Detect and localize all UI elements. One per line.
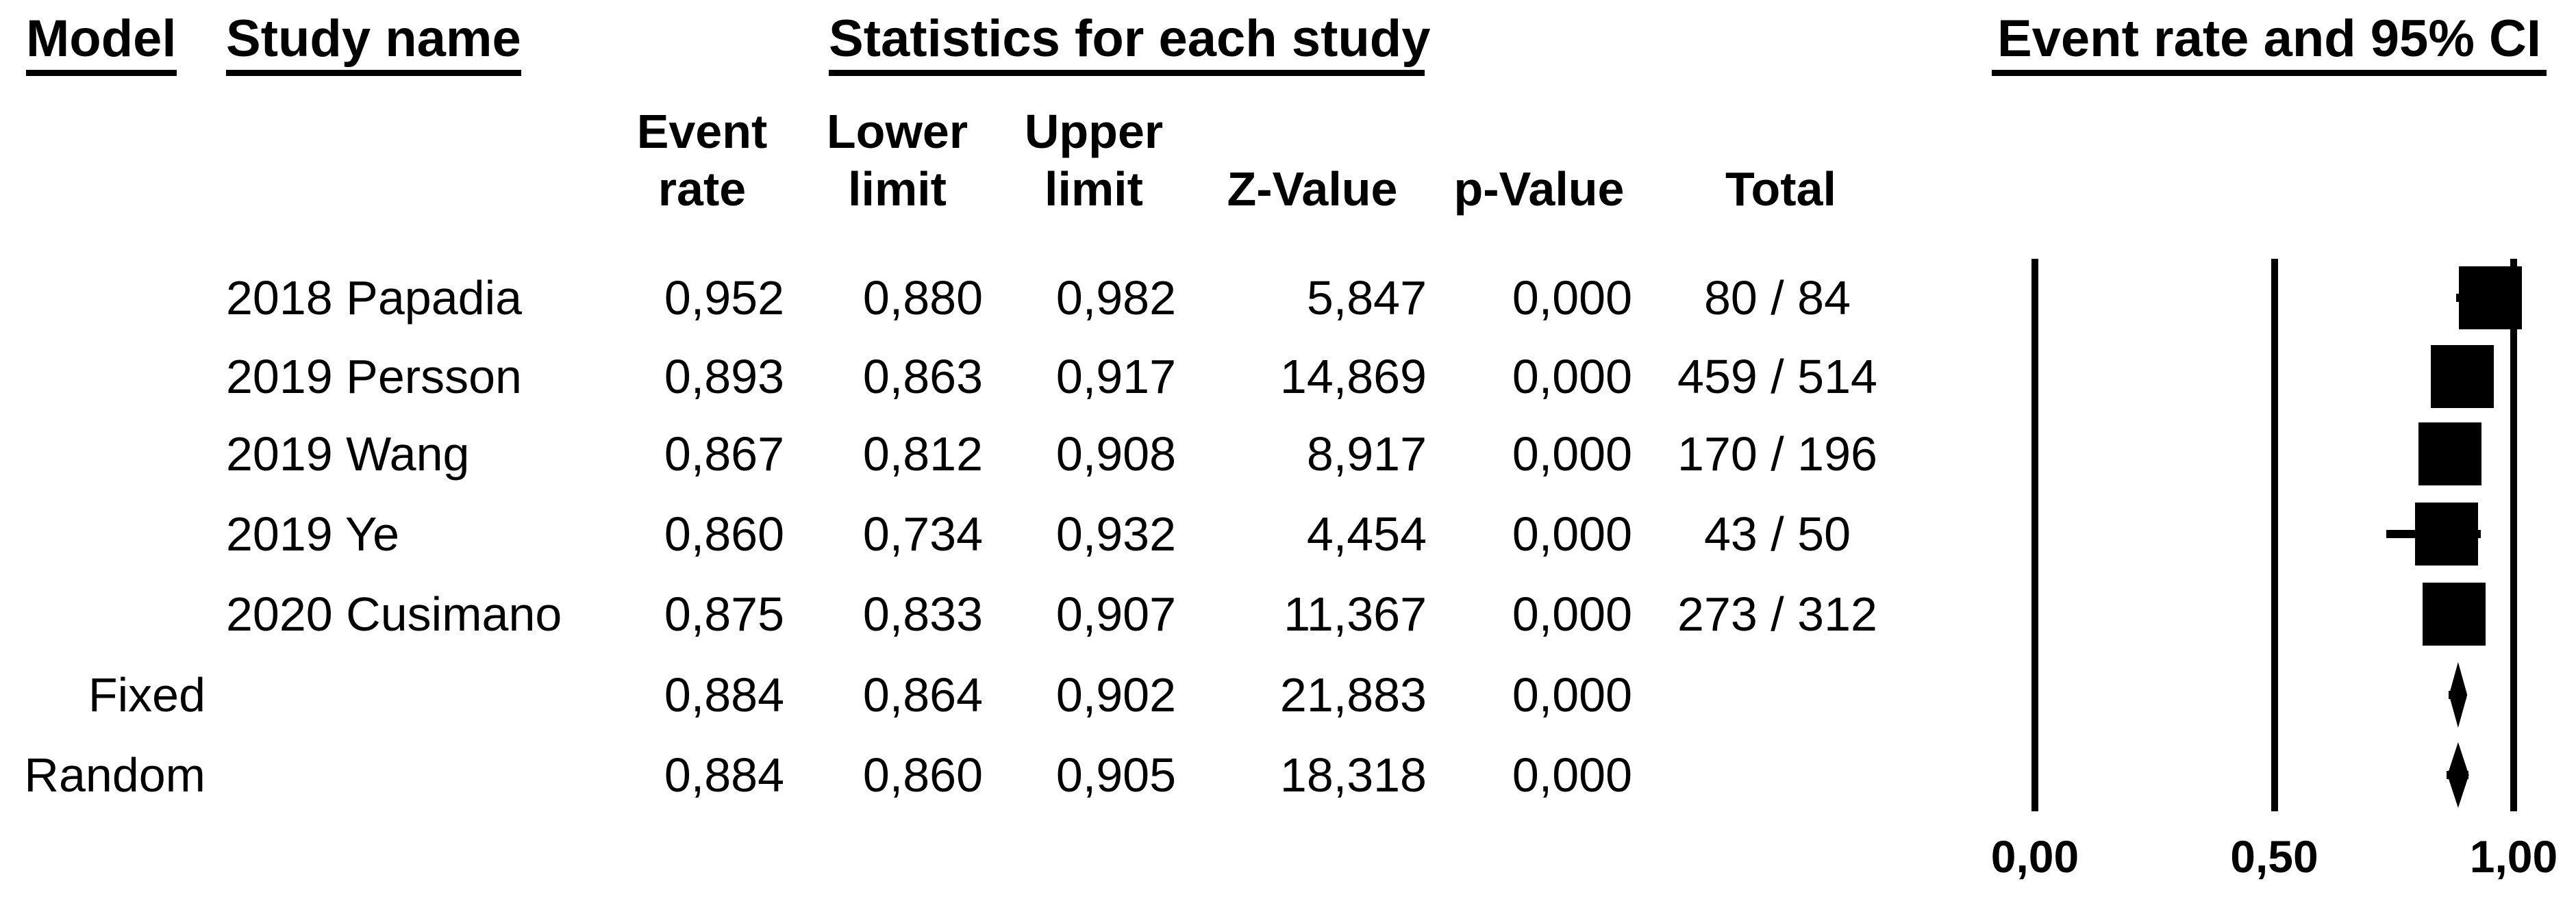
- lower-limit-cell: 0,863: [862, 350, 983, 403]
- upper-limit-cell: 0,907: [1055, 587, 1176, 641]
- lower-limit-cell: 0,734: [862, 507, 983, 561]
- total-cell: 170 / 196: [1677, 427, 1877, 481]
- column-header-upper-limit-line2: limit: [1045, 162, 1143, 216]
- upper-limit-cell: 0,902: [1055, 668, 1176, 722]
- z-value-cell: 8,917: [1306, 427, 1427, 481]
- total-cell: 459 / 514: [1677, 350, 1877, 403]
- effect-size-square: [2459, 266, 2523, 329]
- table-row: Fixed 0,884 0,864 0,902 21,883 0,000: [0, 661, 1918, 729]
- upper-limit-cell: 0,917: [1055, 350, 1176, 403]
- study-name-cell: 2019 Ye: [226, 507, 400, 561]
- model-column-title: Model: [26, 10, 177, 76]
- total-cell: 273 / 312: [1677, 587, 1877, 641]
- table-row: 2019 Wang 0,867 0,812 0,908 8,917 0,000 …: [0, 420, 1918, 488]
- lower-limit-cell: 0,864: [862, 668, 983, 722]
- table-row: 2019 Persson 0,893 0,863 0,917 14,869 0,…: [0, 342, 1918, 411]
- column-header-event-rate-line1: Event: [636, 105, 768, 158]
- p-value-cell: 0,000: [1512, 350, 1632, 403]
- model-cell: Fixed: [88, 668, 205, 722]
- axis-tick-label: 1,00: [2469, 831, 2558, 882]
- z-value-cell: 11,367: [1284, 587, 1427, 641]
- column-header-upper-limit-line1: Upper: [1024, 105, 1164, 158]
- upper-limit-cell: 0,932: [1055, 507, 1176, 561]
- lower-limit-cell: 0,812: [862, 427, 983, 481]
- axis-tick-label: 0,00: [1990, 831, 2079, 882]
- total-cell: 43 / 50: [1703, 507, 1851, 561]
- z-value-cell: 14,869: [1279, 350, 1427, 403]
- event-rate-cell: 0,875: [664, 587, 784, 641]
- axis-tick-label: 0,50: [2230, 831, 2318, 882]
- lower-limit-cell: 0,833: [862, 587, 983, 641]
- z-value-cell: 4,454: [1306, 507, 1427, 561]
- axis-reference-line: [2510, 259, 2517, 811]
- column-header-event-rate: Event rate: [599, 103, 805, 218]
- column-header-lower-limit-line1: Lower: [826, 105, 968, 158]
- column-header-z-value: Z-Value: [1227, 162, 1398, 216]
- table-row: 2018 Papadia 0,952 0,880 0,982 5,847 0,0…: [0, 264, 1918, 332]
- study-name-cell: 2019 Persson: [226, 350, 522, 403]
- axis-reference-line: [2271, 259, 2278, 811]
- p-value-cell: 0,000: [1512, 668, 1632, 722]
- p-value-cell: 0,000: [1512, 748, 1632, 802]
- p-value-cell: 0,000: [1512, 507, 1632, 561]
- z-value-cell: 21,883: [1279, 668, 1427, 722]
- event-rate-ci-section-title: Event rate and 95% CI: [1992, 10, 2547, 76]
- upper-limit-cell: 0,908: [1055, 427, 1176, 481]
- study-name-cell: 2020 Cusimano: [226, 587, 562, 641]
- axis-reference-line: [2031, 259, 2038, 811]
- event-rate-cell: 0,860: [664, 507, 784, 561]
- event-rate-cell: 0,884: [664, 668, 784, 722]
- event-rate-cell: 0,884: [664, 748, 784, 802]
- pooled-estimate-diamond: [2447, 742, 2469, 808]
- total-cell: 80 / 84: [1703, 271, 1851, 325]
- model-cell: Random: [24, 748, 205, 802]
- table-row: 2020 Cusimano 0,875 0,833 0,907 11,367 0…: [0, 580, 1918, 648]
- study-name-cell: 2019 Wang: [226, 427, 470, 481]
- statistics-section-title: Statistics for each study: [829, 10, 1431, 76]
- column-header-p-value: p-Value: [1453, 162, 1625, 216]
- effect-size-square: [2418, 422, 2482, 485]
- pooled-estimate-diamond: [2449, 662, 2468, 728]
- lower-limit-cell: 0,860: [862, 748, 983, 802]
- table-row: 2019 Ye 0,860 0,734 0,932 4,454 0,000 43…: [0, 500, 1918, 568]
- table-row: Random 0,884 0,860 0,905 18,318 0,000: [0, 741, 1918, 809]
- column-header-lower-limit: Lower limit: [795, 103, 1000, 218]
- effect-size-square: [2431, 345, 2494, 408]
- forest-plot-panel: 0,00 0,50 1,00: [1991, 259, 2558, 882]
- study-name-cell: 2018 Papadia: [226, 271, 523, 325]
- effect-size-square: [2422, 583, 2486, 646]
- p-value-cell: 0,000: [1512, 427, 1632, 481]
- upper-limit-cell: 0,905: [1055, 748, 1176, 802]
- p-value-cell: 0,000: [1512, 271, 1632, 325]
- z-value-cell: 18,318: [1279, 748, 1427, 802]
- z-value-cell: 5,847: [1306, 271, 1427, 325]
- lower-limit-cell: 0,880: [862, 271, 983, 325]
- upper-limit-cell: 0,982: [1055, 271, 1176, 325]
- event-rate-cell: 0,867: [664, 427, 784, 481]
- event-rate-cell: 0,952: [664, 271, 784, 325]
- column-header-event-rate-line2: rate: [658, 162, 747, 216]
- study-name-column-title: Study name: [226, 10, 521, 76]
- event-rate-cell: 0,893: [664, 350, 784, 403]
- column-header-upper-limit: Upper limit: [991, 103, 1197, 218]
- effect-size-square: [2415, 503, 2479, 566]
- column-header-lower-limit-line2: limit: [848, 162, 947, 216]
- p-value-cell: 0,000: [1512, 587, 1632, 641]
- column-header-total: Total: [1725, 162, 1836, 216]
